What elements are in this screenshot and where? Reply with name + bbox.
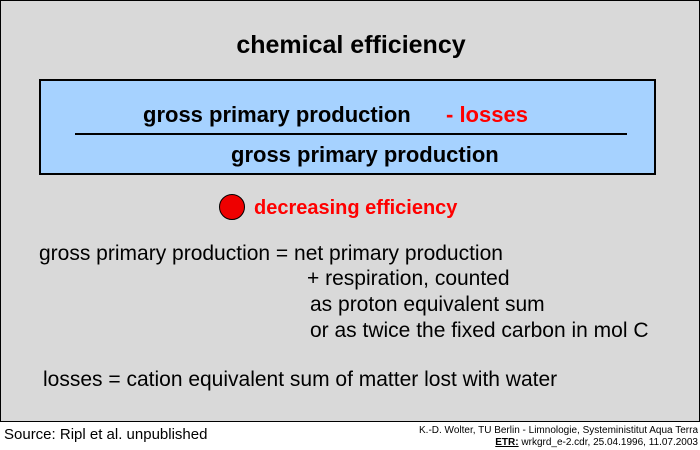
fraction-divider — [75, 133, 627, 135]
etr-label: ETR: — [495, 437, 519, 448]
gpp-definition-line-3: as proton equivalent sum — [310, 293, 545, 316]
decreasing-efficiency-note: decreasing efficiency — [254, 197, 458, 219]
credit-line-2-text: wrkgrd_e-2.cdr, 25.04.1996, 11.07.2003 — [518, 437, 698, 448]
slide-panel: chemical efficiency gross primary produc… — [0, 0, 700, 422]
author-credit: K.-D. Wolter, TU Berlin - Limnologie, Sy… — [419, 425, 698, 449]
red-dot-icon — [219, 194, 245, 220]
losses-definition: losses = cation equivalent sum of matter… — [43, 368, 558, 391]
source-citation: Source: Ripl et al. unpublished — [4, 426, 208, 443]
gpp-definition-line-4: or as twice the fixed carbon in mol C — [310, 319, 649, 342]
efficiency-formula-box: gross primary production - losses gross … — [39, 79, 656, 175]
slide-title: chemical efficiency — [236, 31, 466, 59]
gpp-definition-line-1: gross primary production = net primary p… — [39, 242, 503, 265]
formula-denominator: gross primary production — [231, 142, 499, 167]
formula-numerator: gross primary production — [143, 102, 411, 127]
credit-line-1: K.-D. Wolter, TU Berlin - Limnologie, Sy… — [419, 425, 698, 436]
gpp-definition-line-2: + respiration, counted — [307, 267, 510, 290]
credit-line-2: ETR: wrkgrd_e-2.cdr, 25.04.1996, 11.07.2… — [419, 437, 698, 449]
formula-losses: - losses — [446, 102, 528, 127]
